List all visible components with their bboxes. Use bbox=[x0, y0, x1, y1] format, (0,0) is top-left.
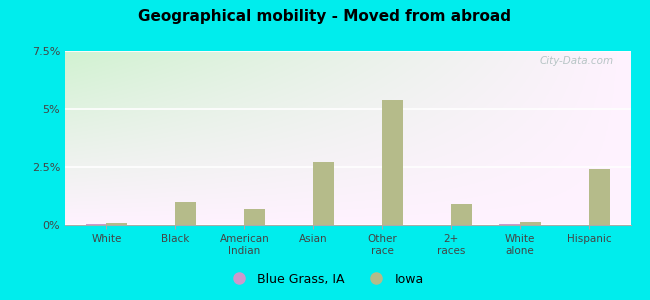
Bar bbox=[451, 204, 472, 225]
Text: Geographical mobility - Moved from abroad: Geographical mobility - Moved from abroa… bbox=[138, 9, 512, 24]
Bar bbox=[499, 224, 520, 225]
Bar bbox=[382, 100, 403, 225]
Text: City-Data.com: City-Data.com bbox=[540, 56, 614, 66]
Bar bbox=[86, 224, 107, 225]
Bar bbox=[244, 209, 265, 225]
Bar bbox=[107, 223, 127, 225]
Legend: Blue Grass, IA, Iowa: Blue Grass, IA, Iowa bbox=[221, 268, 429, 291]
Bar bbox=[313, 162, 334, 225]
Bar bbox=[520, 221, 541, 225]
Bar bbox=[589, 169, 610, 225]
Bar bbox=[176, 202, 196, 225]
